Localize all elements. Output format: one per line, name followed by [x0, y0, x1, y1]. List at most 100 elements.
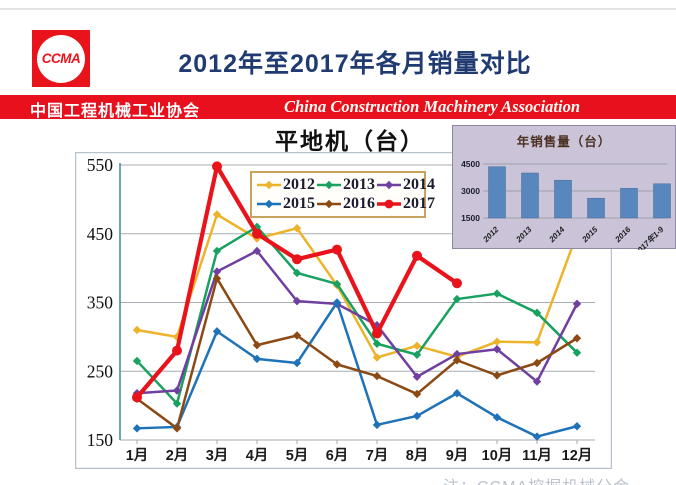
legend-marker — [384, 199, 394, 209]
data-point — [572, 422, 582, 431]
x-tick-label: 5月 — [286, 447, 309, 464]
data-point — [572, 348, 582, 357]
legend-item-2013: 2013 — [317, 176, 375, 194]
data-point — [132, 356, 142, 366]
page-title: 2012年至2017年各月销量对比 — [178, 50, 532, 78]
data-point — [452, 278, 462, 289]
data-point — [332, 360, 342, 369]
data-point — [292, 224, 302, 233]
legend-swatch-2015 — [257, 199, 281, 209]
data-point — [492, 289, 502, 298]
inset-x-tick-label: 2017年1-9 — [632, 225, 666, 250]
annual-chart-svg: 1500 3000 4500 2012 2013 2014 2015 2016 2017年1-9 — [461, 159, 671, 259]
data-point — [292, 268, 302, 278]
data-point — [172, 332, 182, 342]
legend-label-2016: 2016 — [343, 195, 375, 212]
data-point — [412, 341, 422, 351]
data-point — [332, 298, 342, 307]
data-point — [172, 386, 182, 395]
data-point — [532, 308, 542, 318]
data-point — [412, 350, 422, 359]
data-point — [212, 274, 222, 283]
y-tick-label: 550 — [87, 155, 114, 175]
legend-swatch-2017 — [377, 199, 401, 209]
data-point — [172, 399, 182, 408]
data-point — [132, 325, 142, 335]
series-2017 — [132, 161, 462, 403]
chart-legend: 2012 2013 2014 2015 2016 2017 — [250, 171, 435, 218]
ccma-logo-circle: CCMA — [37, 34, 85, 83]
data-point — [332, 279, 342, 289]
data-point — [212, 327, 222, 336]
bar-2017年1-9 — [653, 183, 671, 219]
x-tick-label: 6月 — [326, 447, 349, 464]
annual-bar-chart: 年销售量（台） 1500 3000 4500 2012 2013 2014 2015 2016… — [452, 125, 676, 259]
banner-text-chinese: 中国工程机械工业协会 — [30, 103, 201, 120]
data-point — [172, 345, 182, 356]
legend-marker — [324, 180, 334, 190]
legend-label-2012: 2012 — [283, 176, 315, 193]
legend-label-2015: 2015 — [283, 195, 315, 212]
data-point — [292, 296, 302, 306]
legend-swatch-2012 — [257, 180, 281, 190]
data-point — [372, 420, 382, 430]
legend-label-2013: 2013 — [343, 176, 375, 193]
series-line-2014 — [136, 249, 579, 395]
bar-2015 — [587, 197, 605, 219]
bar-2016 — [620, 188, 638, 219]
chart-title: 平地机（台） — [275, 129, 425, 154]
bar-2014 — [554, 179, 572, 219]
x-tick-label: 12月 — [562, 447, 593, 464]
data-point — [372, 320, 382, 330]
data-point — [492, 413, 502, 422]
bar-2013 — [521, 172, 539, 219]
legend-item-2015: 2015 — [257, 195, 315, 213]
x-tick-label: 4月 — [246, 447, 269, 464]
inset-y-tick-label: 4500 — [461, 159, 480, 169]
watermark-text: 注：CCMA挖掘机械分会 — [443, 473, 630, 485]
y-tick-label: 450 — [87, 224, 114, 244]
x-tick-label: 7月 — [366, 447, 389, 464]
data-point — [532, 338, 542, 347]
series-line-2015 — [136, 301, 578, 438]
data-point — [212, 161, 222, 172]
data-point — [572, 334, 582, 343]
y-tick-label: 150 — [87, 430, 114, 450]
x-tick-label: 9月 — [446, 447, 469, 464]
x-tick-label: 10月 — [482, 447, 513, 464]
legend-marker — [264, 199, 274, 209]
y-tick-label: 250 — [87, 361, 114, 381]
inset-x-tick-label: 2014 — [547, 225, 567, 245]
data-point — [532, 377, 542, 386]
x-tick-label: 2月 — [166, 447, 189, 464]
data-point — [452, 294, 462, 304]
legend-item-2016: 2016 — [317, 195, 375, 213]
monthly-line-chart: 150 250 350 450 550 1月 2月 3月 4月 5月 6月 7月 8月 9月 10月 11月 1… — [75, 152, 612, 469]
top-divider — [0, 8, 676, 10]
data-point — [492, 337, 502, 346]
data-point — [252, 228, 262, 239]
inset-x-tick-label: 2016 — [613, 225, 633, 245]
data-point — [412, 250, 422, 261]
data-point — [492, 345, 502, 354]
bar-2012 — [488, 166, 506, 219]
inset-x-tick-label: 2013 — [514, 225, 534, 245]
data-point — [452, 356, 462, 365]
data-point — [372, 353, 382, 362]
data-point — [372, 328, 382, 339]
legend-swatch-2016 — [317, 199, 341, 209]
banner — [0, 95, 676, 119]
data-point — [372, 371, 382, 381]
data-point — [252, 354, 262, 364]
legend-swatch-2014 — [377, 180, 401, 190]
data-point — [532, 358, 542, 368]
data-point — [492, 371, 502, 380]
legend-label-2014: 2014 — [403, 176, 435, 193]
inset-y-tick-label: 1500 — [461, 213, 480, 223]
data-point — [332, 244, 342, 255]
inset-y-tick-label: 3000 — [461, 186, 480, 196]
data-point — [292, 358, 302, 368]
data-point — [252, 246, 262, 256]
legend-marker — [324, 199, 334, 209]
data-point — [292, 254, 302, 265]
